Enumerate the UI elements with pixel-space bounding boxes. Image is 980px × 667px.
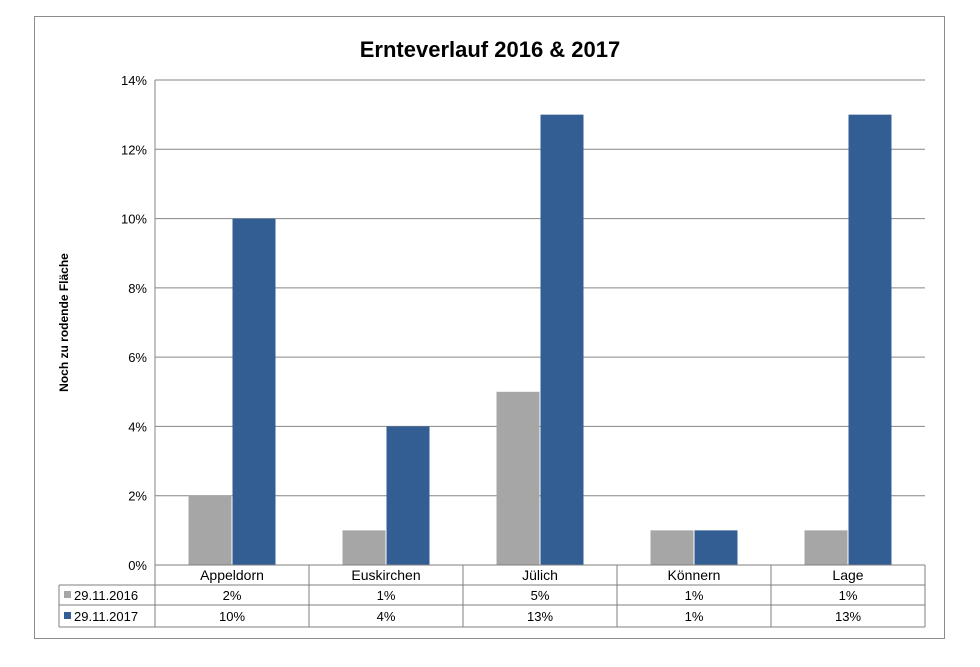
y-tick-label: 12% [121,142,147,157]
table-cell: 1% [685,609,704,624]
table-cell: 1% [377,588,396,603]
bar-2016-1 [342,530,386,565]
bar-2017-1 [386,426,430,565]
legend-swatch [64,612,71,619]
table-cell: 10% [219,609,245,624]
bar-2017-2 [540,114,584,566]
legend-label: 29.11.2016 [74,588,138,603]
category-label: Jülich [522,567,558,583]
table-cell: 13% [527,609,553,624]
y-tick-label: 4% [128,419,147,434]
table-cell: 1% [685,588,704,603]
bar-2017-0 [232,218,276,566]
data-table: Appeldorn Euskirchen Jülich Könnern Lage 29.1… [58,564,926,628]
y-tick-label: 0% [128,558,147,573]
category-label: Euskirchen [351,567,420,583]
bar-2016-0 [188,495,232,565]
y-tick-label: 10% [121,212,147,227]
y-tick-label: 6% [128,350,147,365]
chart-title: Ernteverlauf 2016 & 2017 [360,37,621,62]
y-tick-label: 2% [128,489,147,504]
legend-swatch [64,591,71,598]
y-tick-label: 14% [121,73,147,88]
bars [188,114,892,566]
category-label: Lage [832,567,863,583]
bar-2017-3 [694,530,738,565]
y-axis-ticks: 0% 2% 4% 6% 8% 10% 12% 14% [121,73,147,573]
bar-2016-4 [804,530,848,565]
table-cell: 4% [377,609,396,624]
y-axis-label: Noch zu rodende Fläche [57,253,71,392]
category-label: Könnern [668,567,721,583]
table-cell: 13% [835,609,861,624]
table-cell: 1% [839,588,858,603]
bar-2016-3 [650,530,694,565]
bar-2016-2 [496,391,540,565]
table-cell: 5% [531,588,550,603]
bar-chart: Ernteverlauf 2016 & 2017 Noch zu rodende… [57,37,926,628]
gridlines [154,79,925,566]
chart-frame: Ernteverlauf 2016 & 2017 Noch zu rodende… [34,16,945,639]
legend-label: 29.11.2017 [74,609,138,624]
table-cell: 2% [223,588,242,603]
y-tick-label: 8% [128,281,147,296]
bar-2017-4 [848,114,892,566]
category-label: Appeldorn [200,567,264,583]
